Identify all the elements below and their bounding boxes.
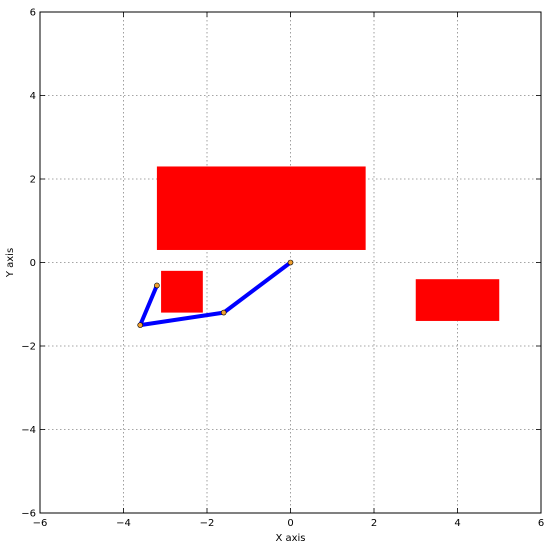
arm-joint: [154, 282, 160, 289]
x-tick-label: −4: [116, 518, 131, 529]
x-tick-label: 0: [287, 518, 293, 529]
y-tick-label: −4: [21, 425, 36, 436]
y-tick-label: 2: [30, 175, 36, 186]
y-tick-label: 6: [30, 8, 36, 19]
arm: [137, 259, 294, 328]
obstacle-rect: [415, 279, 500, 321]
y-axis-label: Y axis: [5, 248, 16, 278]
obstacle-rect: [161, 270, 203, 313]
x-tick-label: 4: [454, 518, 460, 529]
x-tick-label: 6: [538, 518, 544, 529]
x-tick-label: 2: [371, 518, 377, 529]
x-tick-label: −2: [200, 518, 215, 529]
ticks: −6 −4 −2 0 2 4 6 −6 −4 −2 0 2 4 6: [21, 8, 544, 530]
y-tick-label: 0: [30, 258, 36, 269]
arm-joint: [287, 259, 294, 266]
obstacles: [156, 166, 500, 321]
obstacle-rect: [156, 166, 366, 250]
y-tick-label: 4: [30, 91, 36, 102]
y-tick-label: −2: [21, 342, 36, 353]
arm-joint: [220, 309, 227, 316]
arm-links: [138, 260, 293, 328]
arm-joint: [137, 322, 143, 328]
x-tick-label: −6: [33, 518, 48, 529]
x-axis-label: X axis: [275, 533, 305, 544]
y-tick-label: −6: [21, 509, 36, 520]
